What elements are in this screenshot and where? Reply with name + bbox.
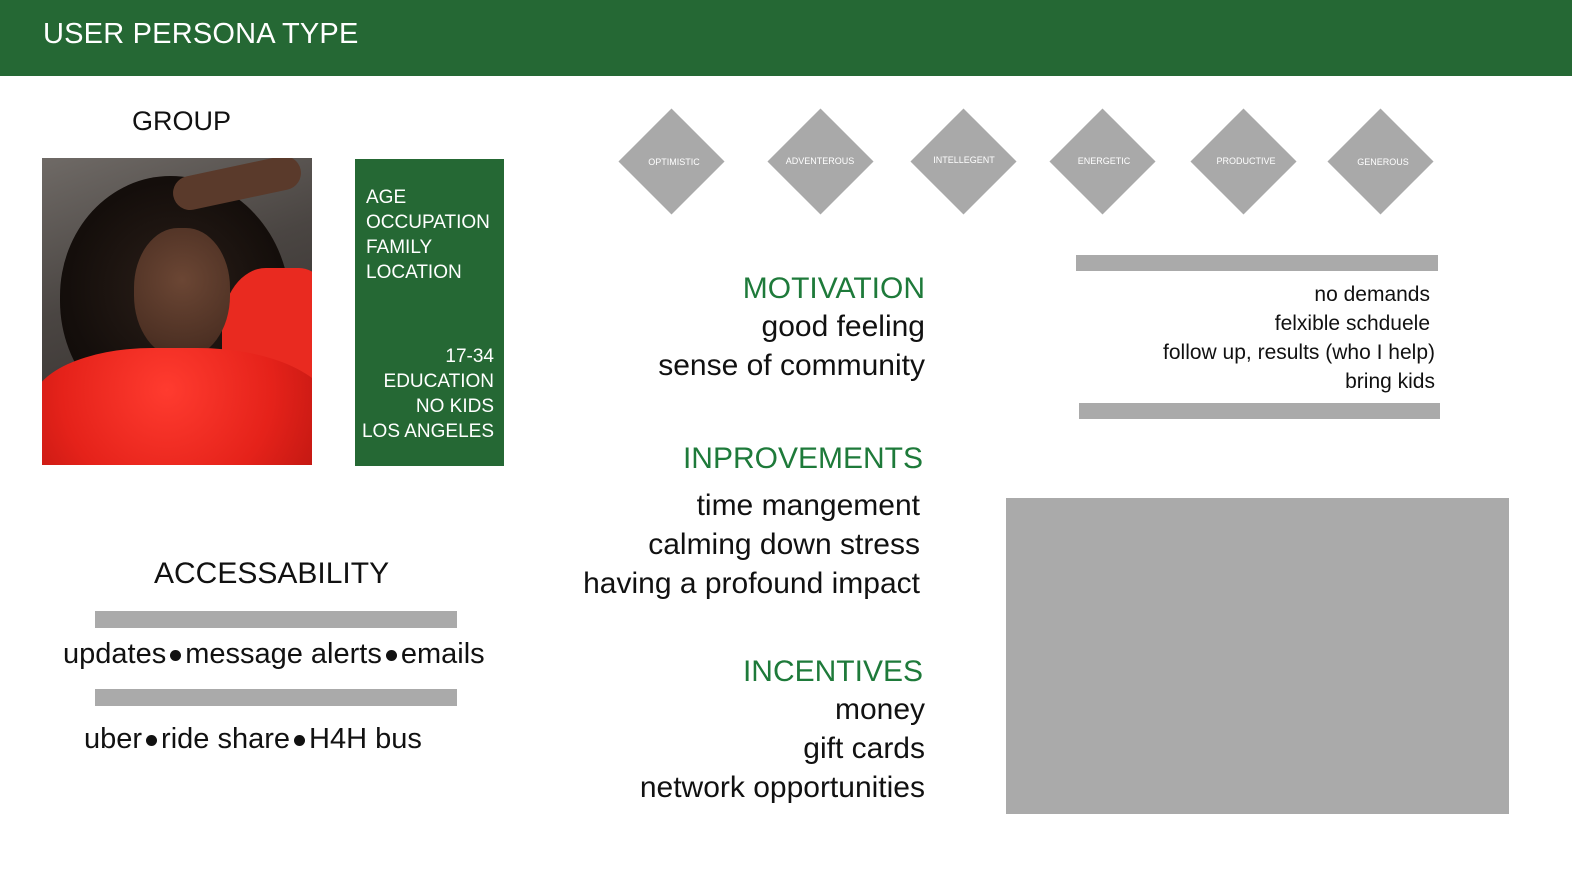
list-item: felxible schduele (1274, 312, 1430, 335)
list-item: good feeling (761, 310, 925, 343)
list-item: bring kids (1345, 370, 1435, 393)
accessability-notifications: updates message alerts emails (63, 638, 485, 671)
bullet-icon (170, 649, 182, 661)
list-item: sense of community (658, 349, 925, 382)
label-age: AGE (366, 187, 407, 208)
list-item: money (834, 693, 925, 726)
accessability-title: ACCESSABILITY (154, 557, 390, 590)
divider-bar (95, 611, 457, 628)
divider-bar (1076, 255, 1438, 271)
list-item: no demands (1314, 283, 1430, 306)
photo-face-shape (134, 228, 230, 358)
label-location: LOCATION (366, 262, 462, 283)
access-item: H4H bus (309, 723, 422, 755)
access-item: emails (400, 638, 485, 670)
motivation-list: good feeling sense of community (658, 307, 925, 385)
list-item: calming down stress (648, 528, 920, 561)
group-title: GROUP (132, 106, 232, 136)
trait-label: GENEROUS (1357, 157, 1409, 167)
incentives-title: INCENTIVES (742, 655, 923, 688)
bullet-icon (385, 649, 397, 661)
value-family: NO KIDS (415, 396, 494, 417)
improvements-list: time mangement calming down stress havin… (583, 486, 920, 603)
page-title: USER PERSONA TYPE (43, 18, 359, 50)
trait-label: ENERGETIC (1077, 156, 1131, 166)
demographics-card: AGE OCCUPATION FAMILY LOCATION 17-34 EDU… (355, 159, 504, 466)
trait-label: OPTIMISTIC (648, 157, 700, 167)
label-family: FAMILY (366, 237, 433, 258)
label-occupation: OCCUPATION (366, 212, 490, 233)
bullet-icon (294, 734, 306, 746)
header-bar (0, 0, 1572, 76)
trait-label: PRODUCTIVE (1216, 156, 1276, 166)
preferences-list: no demands felxible schduele follow up, … (1163, 280, 1435, 396)
value-age: 17-34 (445, 346, 494, 367)
divider-bar (95, 689, 457, 706)
image-placeholder (1006, 498, 1509, 814)
demographics-labels: AGE OCCUPATION FAMILY LOCATION (366, 185, 490, 285)
trait-label: ADVENTEROUS (785, 156, 855, 166)
access-item: updates (63, 638, 167, 670)
incentives-list: money gift cards network opportunities (640, 690, 925, 807)
value-location: LOS ANGELES (361, 421, 494, 442)
list-item: gift cards (803, 732, 925, 765)
list-item: having a profound impact (583, 567, 920, 600)
photo-jacket-shape (42, 348, 312, 465)
persona-photo (42, 158, 312, 465)
list-item: follow up, results (who I help) (1163, 341, 1435, 364)
divider-bar (1079, 403, 1440, 419)
improvements-title: INPROVEMENTS (682, 442, 923, 475)
demographics-values: 17-34 EDUCATION NO KIDS LOS ANGELES (362, 344, 494, 444)
motivation-title: MOTIVATION (742, 272, 925, 305)
trait-label: INTELLEGENT (933, 155, 995, 165)
access-item: message alerts (185, 638, 382, 670)
list-item: time mangement (696, 489, 920, 522)
value-occupation: EDUCATION (383, 371, 494, 392)
bullet-icon (146, 734, 158, 746)
access-item: ride share (161, 723, 291, 755)
access-item: uber (84, 723, 143, 755)
accessability-transport: uber ride share H4H bus (84, 723, 422, 756)
list-item: network opportunities (639, 771, 925, 804)
